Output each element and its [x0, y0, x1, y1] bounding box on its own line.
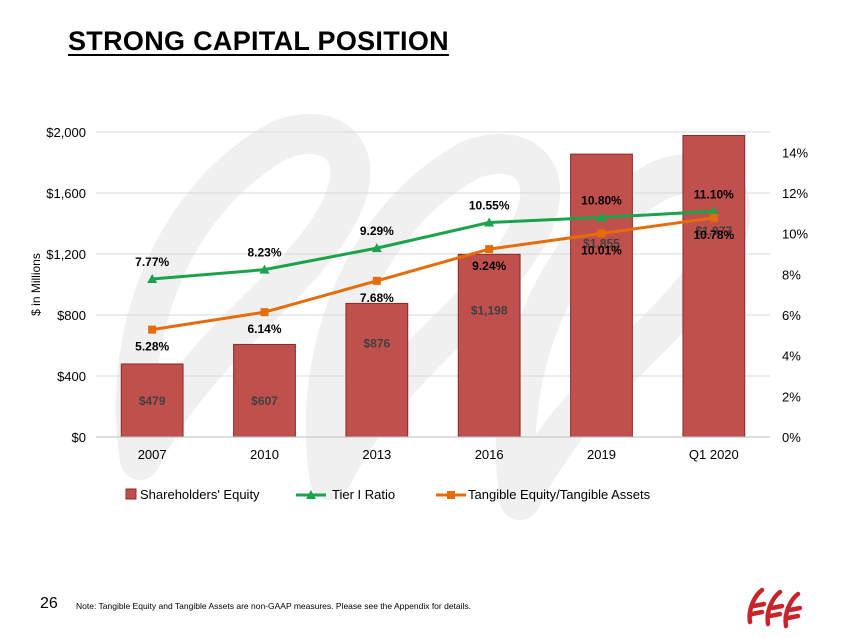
y2-tick-label: 14% — [782, 145, 808, 160]
y2-tick-label: 6% — [782, 308, 801, 323]
company-logo-icon — [747, 587, 803, 629]
tier-ratio-point — [708, 206, 719, 216]
bar-data-label: $876 — [363, 336, 390, 350]
tangible-ratio-line — [151, 216, 715, 332]
bar-shareholders-equity — [570, 153, 633, 438]
tangible-ratio-point — [260, 308, 269, 317]
lines — [147, 206, 719, 334]
tier-ratio-label: 8.23% — [247, 246, 281, 260]
tangible-ratio-label: 9.24% — [472, 259, 506, 273]
y2-tick-label: 8% — [782, 267, 801, 282]
page-title: STRONG CAPITAL POSITION — [68, 26, 449, 56]
tangible-ratio-label: 6.14% — [247, 322, 281, 336]
data-labels: $479 $607 $876 $1,198 $1,855 $1,977 7.77% 8.23%… — [135, 187, 734, 408]
x-tick-label: 2016 — [475, 447, 504, 462]
tangible-ratio-point — [148, 325, 157, 334]
tier-ratio-line — [152, 209, 714, 281]
tier-ratio-label: 9.29% — [360, 224, 394, 238]
tier-ratio-label: 11.10% — [694, 187, 734, 201]
legend-label-equity: Shareholders' Equity — [140, 487, 260, 502]
y-tick-label: $1,600 — [46, 186, 86, 201]
x-tick-label: Q1 2020 — [689, 447, 739, 462]
legend-swatch-equity — [125, 488, 137, 500]
bar-shareholders-equity — [233, 343, 296, 438]
legend-marker-tier — [306, 490, 316, 499]
tangible-ratio-label: 10.01% — [581, 243, 622, 257]
y-tick-label: $800 — [57, 308, 86, 323]
tier-ratio-label: 10.55% — [469, 198, 510, 212]
y2-tick-label: 12% — [782, 186, 808, 201]
y2-tick-label: 0% — [782, 430, 801, 445]
tangible-ratio-label: 10.78% — [693, 228, 734, 242]
bars — [120, 135, 746, 438]
y2-tick-label: 4% — [782, 349, 801, 364]
tier-ratio-point — [371, 243, 382, 253]
x-tick-label: 2010 — [250, 447, 279, 462]
tangible-ratio-point — [709, 213, 718, 222]
y-tick-label: $1,200 — [46, 247, 86, 262]
axes: $0 $400 $800 $1,200 $1,600 $2,000 0% 2% 4% 6% 8% 10… — [29, 125, 808, 462]
tangible-ratio-label: 5.28% — [135, 340, 169, 354]
tangible-ratio-point — [485, 245, 494, 254]
page-number: 26 — [40, 595, 58, 612]
tangible-ratio-point — [372, 276, 381, 285]
tier-ratio-label: 7.77% — [135, 255, 169, 269]
x-tick-label: 2007 — [138, 447, 167, 462]
bar-shareholders-equity — [682, 135, 746, 438]
tier-ratio-point — [484, 217, 495, 227]
bar-shareholders-equity — [345, 302, 409, 438]
legend-marker-tangible — [447, 491, 455, 499]
bar-data-label: $1,855 — [583, 236, 620, 250]
y-axis-title: $ in Millions — [29, 253, 43, 316]
y-tick-label: $0 — [72, 430, 86, 445]
y-tick-label: $400 — [57, 369, 86, 384]
x-tick-label: 2013 — [362, 447, 391, 462]
bar-data-label: $1,198 — [471, 304, 508, 318]
x-tick-label: 2019 — [587, 447, 616, 462]
y2-tick-label: 2% — [782, 389, 801, 404]
bar-shareholders-equity — [457, 253, 521, 438]
y-tick-label: $2,000 — [46, 125, 86, 140]
bar-data-label: $607 — [251, 394, 278, 408]
legend-label-tier: Tier I Ratio — [332, 487, 395, 502]
tangible-ratio-point — [597, 229, 606, 238]
tier-ratio-point — [259, 264, 270, 274]
bar-shareholders-equity — [120, 363, 184, 438]
tier-ratio-point — [147, 274, 158, 284]
tier-ratio-label: 10.80% — [581, 193, 622, 207]
footnote: Note: Tangible Equity and Tangible Asset… — [76, 601, 472, 611]
bar-data-label: $479 — [139, 394, 166, 408]
tier-ratio-point — [596, 212, 607, 222]
gridlines — [96, 131, 770, 438]
y2-tick-label: 10% — [782, 227, 808, 242]
legend-label-tangible: Tangible Equity/Tangible Assets — [468, 487, 651, 502]
legend: Shareholders' Equity Tier I Ratio Tangible… — [125, 487, 651, 502]
bar-data-label: $1,977 — [695, 224, 732, 238]
tangible-ratio-label: 7.68% — [360, 291, 394, 305]
